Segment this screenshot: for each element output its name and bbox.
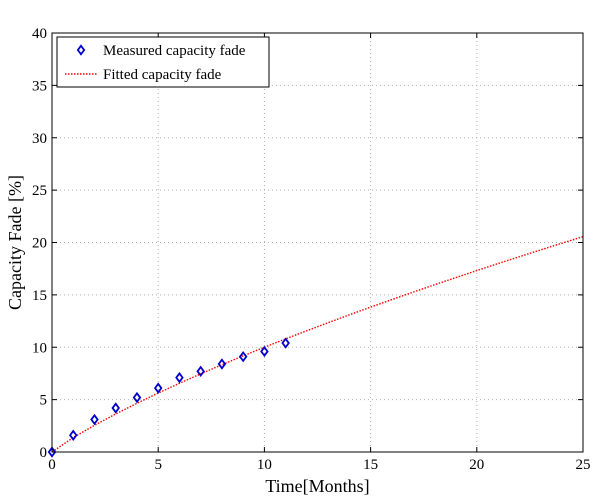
legend-entry: Fitted capacity fade: [65, 67, 222, 83]
data-point: [47, 446, 57, 458]
x-tick-label: 0: [48, 457, 56, 473]
fitted-line: [51, 235, 584, 453]
y-tick-label: 15: [32, 288, 47, 304]
legend-box: [56, 36, 270, 88]
x-axis-label: Time[Months]: [265, 476, 369, 496]
y-tick-label: 0: [40, 445, 48, 461]
data-point: [217, 358, 227, 370]
x-tick-label: 20: [469, 457, 484, 473]
data-point: [68, 429, 78, 441]
plot-frame: [51, 32, 584, 453]
legend-label: Measured capacity fade: [103, 43, 246, 59]
y-tick-label: 10: [32, 340, 47, 356]
data-point: [90, 413, 99, 426]
y-tick-label: 40: [32, 26, 47, 42]
x-tick-label: 25: [576, 457, 591, 473]
y-tick-label: 20: [32, 236, 47, 252]
data-point: [132, 391, 142, 404]
y-tick-label: 25: [32, 183, 47, 199]
grid-lines: [52, 33, 583, 452]
x-tick-label: 15: [363, 457, 378, 473]
legend: Measured capacity fade Fitted capacity fa…: [56, 36, 270, 88]
data-point: [175, 371, 184, 384]
data-point: [153, 382, 163, 394]
data-point: [281, 337, 290, 349]
data-point: [196, 365, 205, 378]
data-point: [111, 402, 120, 414]
legend-marker: [76, 44, 86, 56]
data-point: [238, 350, 248, 363]
y-tick-label: 5: [40, 393, 48, 409]
y-axis-label: Capacity Fade [%]: [5, 175, 25, 310]
y-tick-label: 30: [32, 131, 47, 147]
axis-ticks: 0 5 10 15 20 25 0 5 10 15 20 25 30 35 40: [32, 26, 591, 473]
legend-label: Fitted capacity fade: [103, 67, 222, 83]
x-tick-label: 5: [154, 457, 162, 473]
data-point: [260, 345, 269, 358]
y-tick-label: 35: [32, 78, 47, 94]
legend-entry: Measured capacity fade: [76, 43, 246, 59]
x-tick-label: 10: [257, 457, 272, 473]
plot-series: [47, 235, 584, 458]
